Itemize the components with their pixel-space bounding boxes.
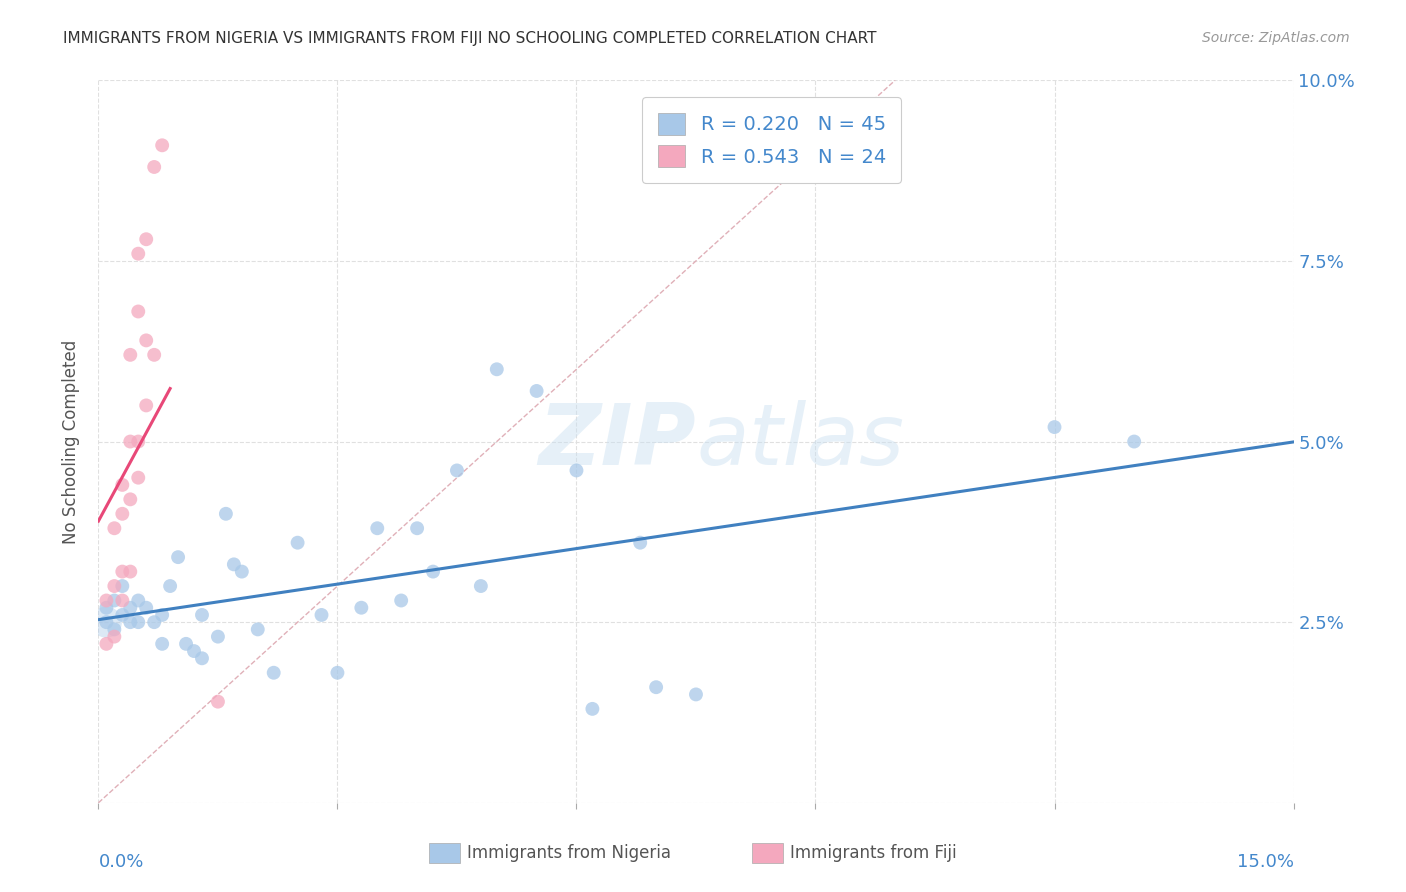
- Y-axis label: No Schooling Completed: No Schooling Completed: [62, 340, 80, 543]
- Point: [127, 304, 149, 318]
- Point: [485, 362, 508, 376]
- Point: [111, 607, 134, 622]
- Point: [120, 615, 142, 630]
- Point: [103, 630, 125, 644]
- Point: [263, 665, 285, 680]
- Point: [581, 702, 603, 716]
- Point: [96, 615, 118, 630]
- Point: [1123, 434, 1146, 449]
- Point: [103, 579, 125, 593]
- Point: [120, 348, 142, 362]
- Text: Immigrants from Nigeria: Immigrants from Nigeria: [467, 844, 671, 862]
- Bar: [429, 843, 460, 863]
- Point: [103, 521, 125, 535]
- Text: 0.0%: 0.0%: [98, 854, 143, 871]
- Point: [150, 138, 173, 153]
- Point: [350, 600, 373, 615]
- Point: [120, 565, 142, 579]
- Point: [191, 651, 214, 665]
- Point: [685, 687, 707, 701]
- Point: [127, 434, 149, 449]
- Point: [111, 507, 134, 521]
- Point: [645, 680, 668, 694]
- Point: [326, 665, 349, 680]
- Point: [143, 348, 166, 362]
- Point: [246, 623, 269, 637]
- Point: [111, 579, 134, 593]
- Point: [143, 160, 166, 174]
- Point: [111, 478, 134, 492]
- Point: [565, 463, 588, 477]
- Point: [389, 593, 412, 607]
- Point: [127, 593, 149, 607]
- Point: [1043, 420, 1066, 434]
- Point: [135, 232, 157, 246]
- Text: Immigrants from Fiji: Immigrants from Fiji: [790, 844, 957, 862]
- Point: [366, 521, 388, 535]
- Point: [628, 535, 651, 549]
- Point: [143, 615, 166, 630]
- Point: [422, 565, 444, 579]
- Point: [111, 593, 134, 607]
- Point: [222, 558, 245, 572]
- Point: [470, 579, 492, 593]
- Point: [120, 434, 142, 449]
- Point: [207, 630, 229, 644]
- Point: [135, 600, 157, 615]
- Point: [127, 246, 149, 260]
- Point: [167, 550, 190, 565]
- Text: Source: ZipAtlas.com: Source: ZipAtlas.com: [1202, 31, 1350, 45]
- Point: [191, 607, 214, 622]
- Point: [287, 535, 309, 549]
- Point: [96, 593, 118, 607]
- Point: [446, 463, 468, 477]
- Point: [183, 644, 205, 658]
- Point: [103, 623, 125, 637]
- Point: [135, 334, 157, 348]
- Point: [215, 507, 238, 521]
- Point: [311, 607, 333, 622]
- Legend: R = 0.220   N = 45, R = 0.543   N = 24: R = 0.220 N = 45, R = 0.543 N = 24: [643, 97, 901, 183]
- Text: atlas: atlas: [696, 400, 904, 483]
- Point: [120, 492, 142, 507]
- Point: [111, 565, 134, 579]
- Point: [135, 398, 157, 412]
- Point: [174, 637, 197, 651]
- Text: 15.0%: 15.0%: [1236, 854, 1294, 871]
- Point: [120, 600, 142, 615]
- Bar: [752, 843, 783, 863]
- Point: [406, 521, 429, 535]
- Point: [127, 615, 149, 630]
- Point: [96, 600, 118, 615]
- Text: IMMIGRANTS FROM NIGERIA VS IMMIGRANTS FROM FIJI NO SCHOOLING COMPLETED CORRELATI: IMMIGRANTS FROM NIGERIA VS IMMIGRANTS FR…: [63, 31, 877, 46]
- Point: [96, 615, 118, 630]
- Point: [127, 471, 149, 485]
- Point: [526, 384, 548, 398]
- Point: [150, 637, 173, 651]
- Text: ZIP: ZIP: [538, 400, 696, 483]
- Point: [96, 637, 118, 651]
- Point: [159, 579, 181, 593]
- Point: [207, 695, 229, 709]
- Point: [103, 593, 125, 607]
- Point: [231, 565, 253, 579]
- Point: [150, 607, 173, 622]
